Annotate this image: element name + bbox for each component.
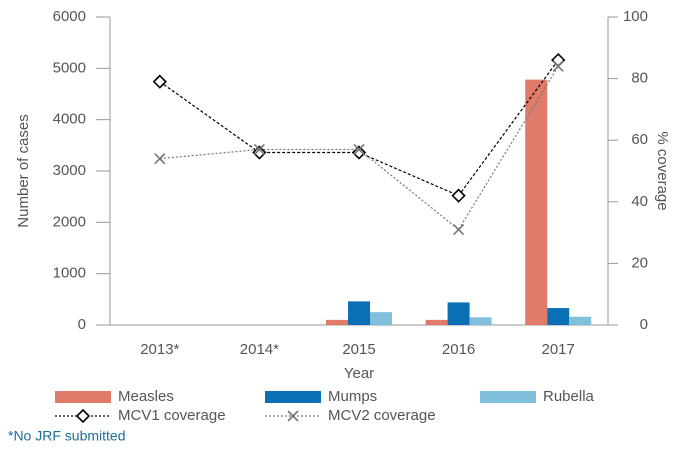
legend-swatch (265, 391, 321, 403)
x-tick-label: 2016 (442, 341, 475, 358)
legend-label: Measles (118, 388, 174, 405)
x-tick-label: 2013* (140, 341, 179, 358)
legend-marker (75, 408, 91, 424)
bar (370, 312, 392, 325)
legend-swatch (55, 391, 111, 403)
bar (547, 308, 570, 325)
y2-tick-label: 40 (631, 193, 648, 210)
y2-tick-label: 80 (631, 70, 648, 87)
legend-label: MCV1 coverage (118, 407, 226, 424)
y2-tick-label: 100 (623, 8, 648, 25)
x-tick-label: 2014* (240, 341, 279, 358)
line-marker (154, 153, 166, 165)
y2-axis-label: % coverage (654, 131, 671, 210)
y-tick-label: 2000 (53, 213, 86, 230)
line-marker (453, 223, 465, 236)
bar (525, 79, 548, 325)
y2-tick-label: 0 (640, 316, 648, 333)
line-marker (253, 143, 265, 156)
line-marker (552, 60, 564, 72)
x-tick-label: 2017 (542, 341, 575, 358)
bar (348, 301, 370, 325)
x-axis-label: Year (344, 365, 374, 382)
y-tick-label: 1000 (53, 265, 86, 282)
legend-label: Mumps (328, 388, 377, 405)
y-tick-label: 6000 (53, 8, 86, 25)
line-marker (451, 188, 466, 203)
y2-tick-label: 60 (631, 131, 648, 148)
legend-marker (287, 410, 299, 422)
bar (425, 319, 448, 325)
y-tick-label: 3000 (53, 162, 86, 179)
bar (447, 302, 470, 325)
x-tick-label: 2015 (342, 341, 375, 358)
line-marker (551, 52, 566, 68)
y-tick-label: 5000 (53, 59, 86, 76)
legend-swatch (480, 391, 536, 403)
line-marker (152, 74, 167, 89)
y2-tick-label: 20 (631, 254, 648, 271)
legend-label: Rubella (543, 388, 595, 405)
y-axis-label: Number of cases (15, 114, 32, 227)
y-tick-label: 4000 (53, 111, 86, 128)
footnote: *No JRF submitted (8, 428, 125, 444)
line (159, 59, 559, 197)
y-tick-label: 0 (78, 316, 86, 333)
bar (326, 319, 348, 325)
bar (569, 316, 592, 325)
line-marker (353, 143, 365, 156)
legend-label: MCV2 coverage (328, 407, 436, 424)
bar (469, 317, 492, 325)
